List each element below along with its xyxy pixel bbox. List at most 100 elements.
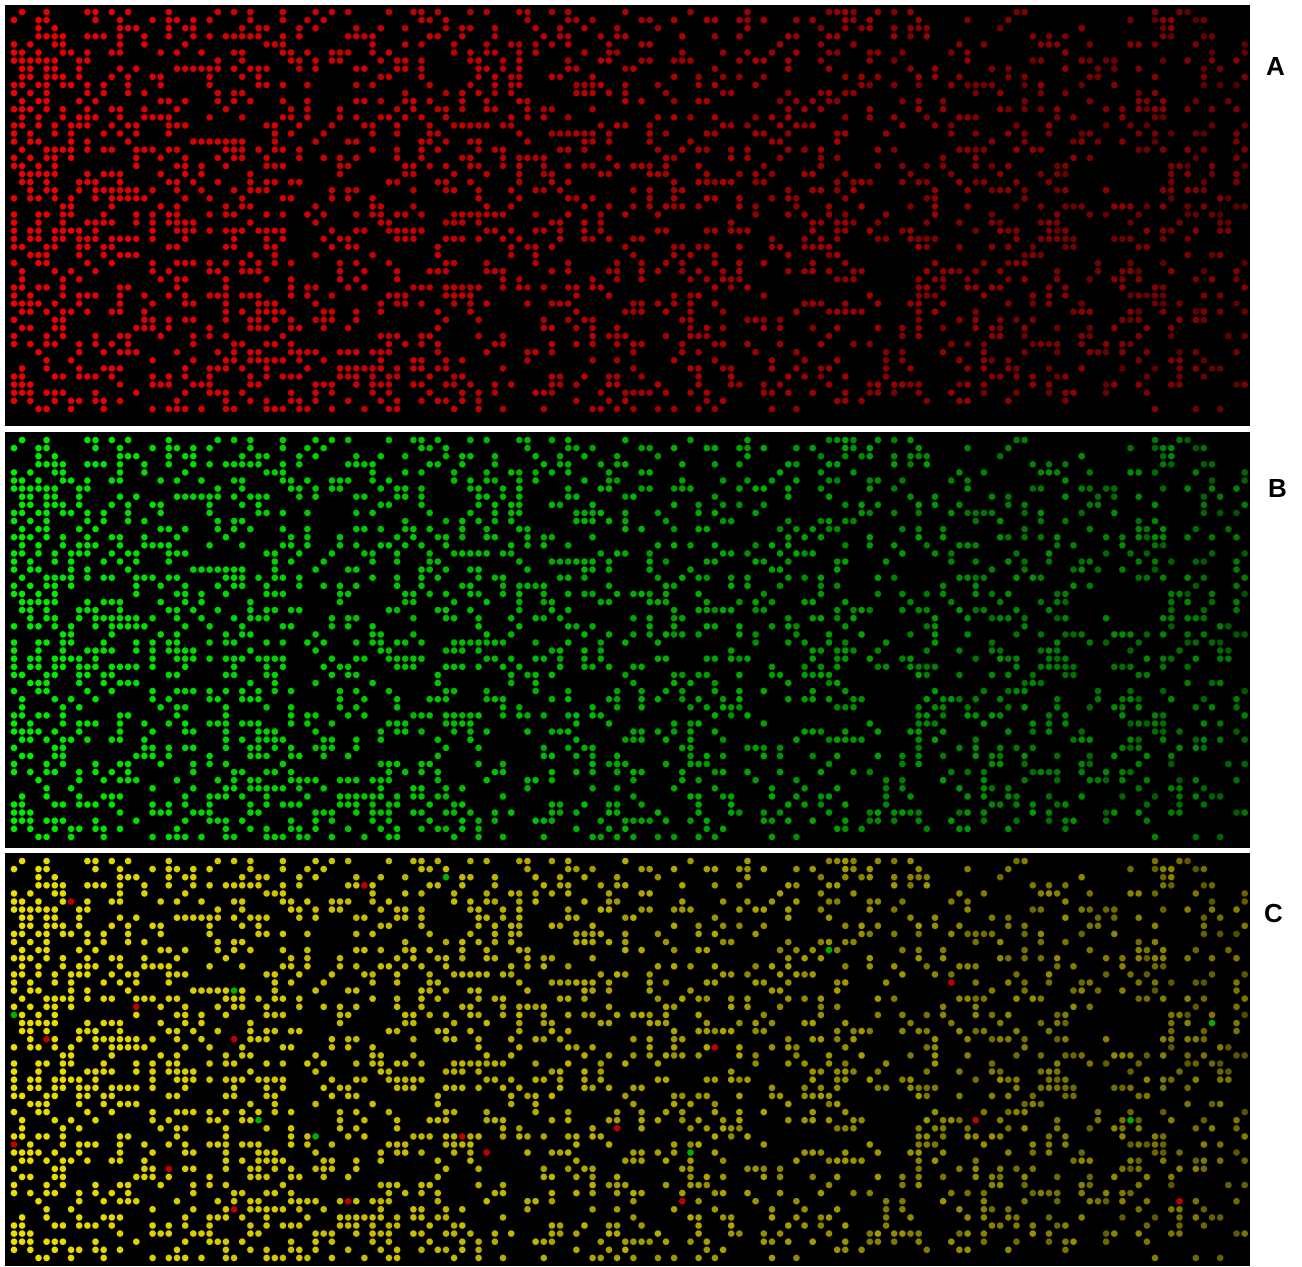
spot [43,65,50,72]
spot [386,9,393,16]
spot [867,720,874,727]
spot [27,138,34,145]
spot [435,341,442,348]
spot [1233,82,1240,89]
spot [280,469,287,476]
spot [964,276,971,283]
spot [109,122,116,129]
spot [329,389,336,396]
spot [84,574,91,581]
spot [663,389,670,396]
spot [206,373,213,380]
spot [337,485,344,492]
spot [1135,292,1142,299]
spot [386,437,393,444]
spot [263,874,270,881]
spot [883,211,890,218]
spot [492,381,499,388]
spot [1152,130,1159,137]
spot [467,583,474,590]
spot [549,268,556,275]
spot [964,365,971,372]
spot [435,672,442,679]
spot [418,485,425,492]
spot [475,236,482,243]
spot [1111,753,1118,760]
spot [1005,300,1012,307]
spot [467,477,474,484]
spot [663,130,670,137]
spot [174,647,181,654]
spot [157,510,164,517]
spot [1062,882,1069,889]
spot [964,542,971,549]
spot [304,82,311,89]
spot [475,398,482,405]
spot [875,817,882,824]
spot [589,284,596,291]
spot [907,882,914,889]
spot [1168,163,1175,170]
spot [516,74,523,81]
spot [891,453,898,460]
spot [720,477,727,484]
spot [280,801,287,808]
spot [1038,574,1045,581]
spot [956,923,963,930]
spot [1193,308,1200,315]
spot [239,203,246,210]
spot [215,65,222,72]
spot [565,163,572,170]
spot [1095,349,1102,356]
spot [43,534,50,541]
spot [842,558,849,565]
spot [68,655,75,662]
spot [1201,502,1208,509]
spot [125,236,132,243]
spot [451,211,458,218]
spot [1201,130,1208,137]
spot [190,882,197,889]
spot [378,728,385,735]
spot [43,672,50,679]
spot [1201,696,1208,703]
spot [263,550,270,557]
spot [11,373,18,380]
spot [84,647,91,654]
spot [27,57,34,64]
spot [769,542,776,549]
spot [1046,179,1053,186]
spot [394,65,401,72]
spot [956,647,963,654]
spot [883,558,890,565]
spot [589,712,596,719]
spot [940,106,947,113]
spot [1070,542,1077,549]
spot [932,195,939,202]
spot [443,236,450,243]
spot [997,615,1004,622]
spot [744,874,751,881]
spot [255,292,262,299]
spot [565,866,572,873]
spot [1062,898,1069,905]
spot [320,736,327,743]
spot [35,211,42,218]
spot [239,939,246,946]
spot [125,858,132,865]
spot [149,373,156,380]
spot [785,939,792,946]
spot [1119,317,1126,324]
spot [728,801,735,808]
spot [475,826,482,833]
spot [850,437,857,444]
spot [940,98,947,105]
spot [989,672,996,679]
spot [337,49,344,56]
spot [402,890,409,897]
spot [1013,373,1020,380]
spot [19,373,26,380]
spot [117,777,124,784]
spot [255,510,262,517]
spot [239,566,246,573]
